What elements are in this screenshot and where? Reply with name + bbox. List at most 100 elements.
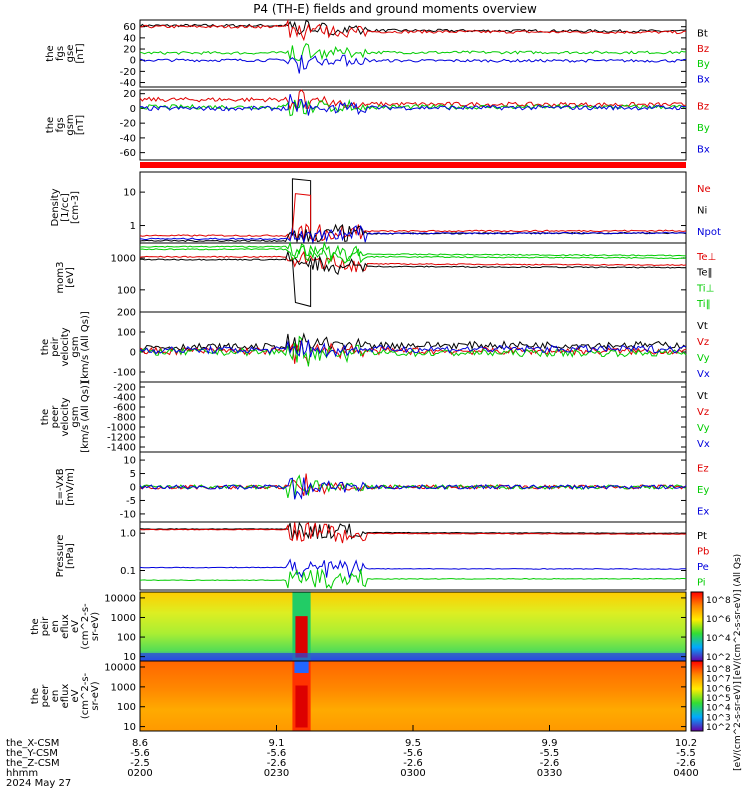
y-axis-label: gsm	[65, 114, 76, 135]
x-tick-value: 10.2	[675, 738, 697, 749]
figure-title: P4 (TH-E) fields and ground moments over…	[253, 2, 537, 16]
y-tick-label: -10	[120, 509, 136, 520]
y-axis-label: en	[50, 620, 61, 633]
colorbar-tick-label: 10^2	[706, 723, 731, 733]
y-tick-label: 1.0	[120, 529, 136, 540]
y-axis-label: velocity	[60, 397, 71, 436]
y-tick-label: -400	[113, 393, 136, 404]
y-tick-label: 200	[117, 308, 136, 319]
panel-7: 10 5 0 -5 -10 E=-VxB [mV/m] Ez Ey Ex	[55, 451, 709, 523]
x-row-label: the_X-CSM	[6, 738, 59, 749]
colorbar-1: 10^8 10^6 10^4 10^2 [eV/(cm^2-s-sr-eV)] (All…	[690, 554, 743, 679]
colorbar-tick-label: 10^4	[706, 634, 731, 644]
legend-entry: Bx	[697, 74, 710, 85]
y-axis-label: [mV/m]	[65, 468, 76, 506]
y-tick-label: -800	[113, 413, 136, 424]
y-tick-label: 100	[117, 633, 136, 644]
y-tick-label: -600	[113, 403, 136, 414]
series-line	[139, 241, 687, 263]
panel-10: 10000 1000 100 10 the peer en eflux eV (cm^2-s-sr…	[30, 660, 687, 733]
y-tick-label: 10	[123, 188, 136, 199]
y-axis-label: [km/s (All Qs)]	[80, 381, 91, 453]
panel-frame	[139, 521, 687, 591]
colorbar-scale	[690, 660, 704, 732]
event-top	[294, 661, 309, 673]
legend-entry: Bx	[697, 144, 710, 155]
legend-entry: Ey	[697, 485, 709, 496]
y-tick-label: 1000	[111, 613, 136, 624]
x-tick-value: 0200	[127, 768, 152, 779]
series-line	[139, 339, 687, 358]
y-axis-label: [eV]	[65, 267, 76, 288]
y-axis-label: peer	[50, 405, 61, 429]
y-axis-label: (cm^2-s-	[80, 603, 91, 650]
colorbar-group: 10^810^610^410^2 [eV/(cm^2-s-sr-eV)] (All…	[690, 554, 743, 771]
y-tick-label: -60	[120, 148, 136, 159]
density-spike-red	[291, 193, 312, 233]
y-axis-label: the	[30, 618, 41, 634]
colorbar-label: [eV/(cm^2-s-sr-eV)] (All Qs)	[733, 554, 743, 679]
y-axis-label: the	[45, 45, 56, 61]
x-tick-value: -2.6	[267, 758, 287, 769]
panel-frame	[139, 242, 687, 313]
y-axis-label: Density	[50, 188, 61, 226]
x-row-label: 2024 May 27	[6, 778, 71, 789]
y-tick-label: 20	[123, 45, 136, 56]
y-axis-label: [nT]	[75, 43, 86, 63]
series-line	[139, 43, 687, 62]
series-line	[139, 568, 687, 590]
y-tick-label: 100	[117, 285, 136, 296]
y-tick-label: 60	[123, 22, 136, 33]
panel-6: -200-400-600-800-1000-1200-1400 the peer ve…	[40, 381, 710, 453]
series-line	[139, 522, 686, 544]
y-tick-label: -5	[126, 496, 136, 507]
series-line	[139, 245, 687, 265]
series-line	[139, 558, 686, 579]
y-tick-label: 100	[117, 702, 136, 713]
y-tick-label: -40	[120, 78, 136, 89]
colorbar-tick-label: 10^4	[706, 704, 731, 714]
y-axis-label: E=-VxB	[55, 468, 66, 505]
x-tick-value: 0330	[537, 768, 562, 779]
series-line	[139, 94, 687, 116]
y-axis-label: [nPa]	[65, 543, 76, 569]
x-tick-value: -2.6	[540, 758, 560, 769]
legend-entry: Vz	[697, 337, 709, 348]
legend-entry: By	[697, 123, 710, 134]
series-line	[139, 19, 687, 36]
y-tick-label: 10	[123, 722, 136, 733]
y-tick-label: -1200	[107, 433, 136, 444]
legend-entry: Bt	[697, 29, 708, 40]
legend-entry: Ti‖	[696, 299, 711, 310]
series-line	[139, 335, 687, 367]
y-axis-label: peer	[40, 684, 51, 708]
legend-entry: Te‖	[696, 268, 713, 279]
legend-entry: Vt	[697, 391, 708, 402]
panel-8: 1.0 0.1 Pressure [nPa] Pt Pb Pe Pi	[55, 521, 709, 591]
event-core	[295, 616, 308, 658]
y-tick-label: 0	[130, 104, 136, 115]
y-axis-label: fgs	[55, 46, 66, 61]
electron-spectrogram	[140, 661, 686, 731]
series-line	[140, 521, 687, 540]
y-axis-label: eV	[70, 620, 81, 633]
colorbar-tick-label: 10^8	[706, 665, 731, 675]
y-axis-label: the	[40, 409, 51, 425]
legend-entry: Pe	[697, 562, 709, 573]
series-line	[139, 223, 687, 242]
panel-9: 10000 1000 100 10 the peir en eflux eV (cm^2-s-sr…	[30, 591, 687, 663]
y-axis-label: (cm^2-s-	[80, 672, 91, 719]
y-tick-label: 10	[123, 456, 136, 467]
y-tick-label: 100	[117, 328, 136, 339]
y-tick-label: 0	[130, 348, 136, 359]
y-tick-label: -200	[113, 383, 136, 394]
panel-frame	[139, 89, 687, 161]
y-axis-label: the	[30, 688, 41, 704]
y-axis-label: the	[45, 117, 56, 133]
legend-entry: Vz	[697, 407, 709, 418]
legend-entry: Pb	[697, 546, 709, 557]
y-axis-label: mom3	[55, 262, 66, 294]
y-tick-label: -20	[120, 67, 136, 78]
